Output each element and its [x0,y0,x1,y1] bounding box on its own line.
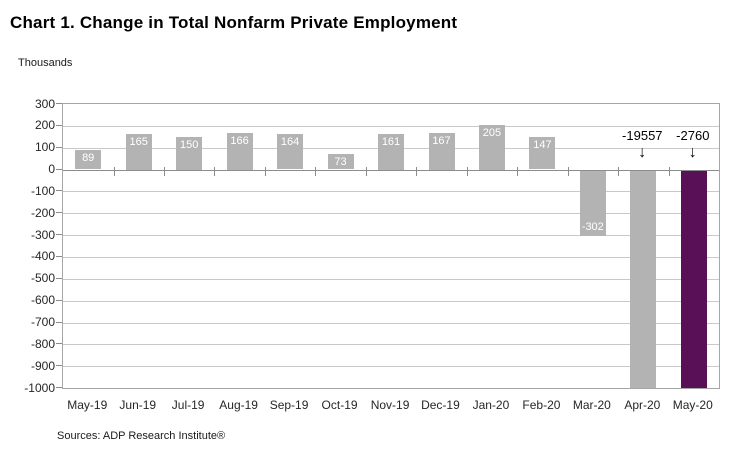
x-axis-category-label: Jun-19 [119,398,157,412]
x-axis-tick [416,166,418,176]
x-axis-tick [668,166,670,176]
x-axis-tick [163,166,165,176]
y-axis-tick-label: 300 [34,96,55,111]
x-axis-category-label: Sep-19 [269,398,309,412]
y-axis-tick [56,124,62,126]
bar [226,133,253,170]
h-gridline [63,300,719,302]
bar [277,133,304,170]
bar [125,133,152,170]
x-axis-category-label: May-20 [672,398,713,412]
x-axis-category-label: Nov-19 [370,398,410,412]
bar [428,133,455,170]
x-axis-category-label: Jan-20 [472,398,510,412]
y-axis-tick [56,299,62,301]
clipped-bar-value-label: -19557 [622,128,663,143]
y-axis-tick-label: -1000 [24,380,55,395]
bar [478,124,505,170]
y-axis-tick-label: -200 [30,205,55,220]
plot-area: 89 165 150 166 164 73 161 167 205 147 -302 [62,103,720,389]
bar-value-label: 165 [129,135,148,148]
bar [176,136,203,170]
zero-axis-line [63,169,719,171]
bar [378,134,404,170]
h-gridline [63,366,719,368]
y-axis-units-label: Thousands [18,57,73,69]
clipped-bar-value-label: -2760 [676,128,710,143]
x-axis-category-label: May-19 [67,398,108,412]
y-axis-tick [56,387,62,388]
y-axis-tick [56,321,62,323]
chart-title: Chart 1. Change in Total Nonfarm Private… [10,13,458,32]
h-gridline [63,213,719,215]
y-axis-tick [56,212,62,214]
bar [579,170,606,236]
h-gridline [63,322,719,324]
x-axis-tick [264,166,266,176]
x-axis-category-label: Mar-20 [572,398,611,412]
bar-value-label: 166 [230,135,249,148]
h-gridline [63,235,719,237]
x-axis-tick [517,166,519,176]
down-arrow-icon: ↓ [638,144,647,161]
h-gridline [63,278,719,280]
y-axis-tick-label: -400 [30,249,55,264]
y-axis-tick [56,277,62,279]
bar [630,170,657,388]
x-axis-tick [567,166,569,176]
bar-value-label: 89 [82,152,95,165]
y-axis-tick [56,255,62,257]
x-axis-category-label: Oct-19 [321,398,358,412]
source-note: Sources: ADP Research Institute® [57,430,226,442]
bar-value-label: 161 [381,136,401,149]
y-axis-tick-label: -300 [30,227,55,242]
y-axis-tick [56,168,62,170]
y-axis-tick [56,365,62,367]
y-axis-tick [56,343,62,345]
y-axis-tick-label: -600 [30,293,55,308]
bar-value-label: 167 [432,135,451,148]
y-axis-tick-label: -500 [30,271,55,286]
y-axis-tick-label: -900 [30,358,55,373]
down-arrow-icon: ↓ [688,144,697,161]
bar [680,170,707,388]
x-axis-tick [315,166,317,176]
x-axis-category-label: Apr-20 [624,398,661,412]
y-axis-tick-label: -800 [30,336,55,351]
x-axis-tick [113,166,115,176]
y-axis-tick-label: 200 [34,118,55,133]
x-axis-category-label: Dec-19 [421,398,460,412]
bar-value-label: 205 [482,126,502,139]
h-gridline [63,256,719,258]
y-axis-tick [56,190,62,192]
bar [327,153,354,170]
y-axis-tick [56,146,62,148]
h-gridline [63,344,719,346]
x-axis-tick [214,166,216,176]
bar-value-label: -302 [581,220,604,233]
y-axis-tick-label: 0 [48,162,55,176]
y-axis-tick-label: -700 [30,315,55,329]
bar-value-label: 150 [180,138,199,151]
y-axis-tick-label: -100 [30,183,55,198]
bar [75,150,102,170]
h-gridline [63,125,719,127]
h-gridline [63,191,719,193]
bar-value-label: 147 [533,139,552,152]
bar-value-label: 73 [334,155,347,168]
x-axis-tick [466,166,468,176]
x-axis-category-label: Feb-20 [522,398,561,412]
x-axis-category-label: Jul-19 [171,398,205,412]
bar [529,137,556,170]
y-axis-tick [56,103,62,104]
x-axis-tick [365,166,367,176]
bar-value-label: 164 [280,135,300,148]
x-axis-tick [618,166,620,176]
y-axis-tick [56,234,62,236]
x-axis-category-label: Aug-19 [219,398,258,412]
y-axis-tick-label: 100 [34,140,55,155]
